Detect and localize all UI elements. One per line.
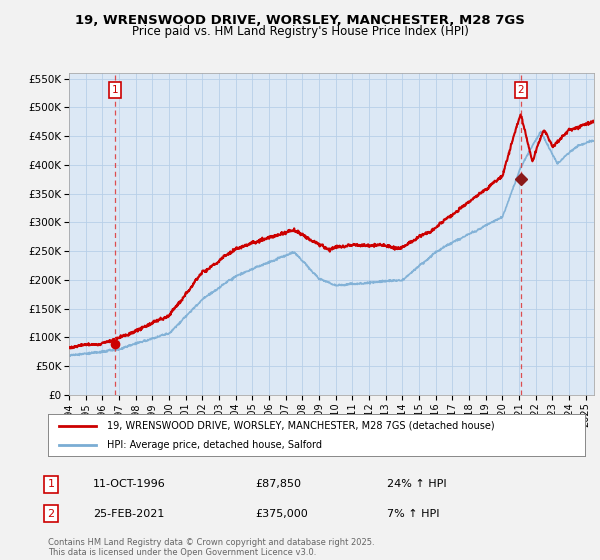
Text: Price paid vs. HM Land Registry's House Price Index (HPI): Price paid vs. HM Land Registry's House …	[131, 25, 469, 38]
Text: 1: 1	[112, 85, 119, 95]
Text: 24% ↑ HPI: 24% ↑ HPI	[387, 479, 446, 489]
Text: 2: 2	[518, 85, 524, 95]
Text: 2: 2	[47, 508, 55, 519]
Text: 1: 1	[47, 479, 55, 489]
Text: £375,000: £375,000	[255, 508, 308, 519]
Text: 7% ↑ HPI: 7% ↑ HPI	[387, 508, 439, 519]
Text: HPI: Average price, detached house, Salford: HPI: Average price, detached house, Salf…	[107, 440, 322, 450]
Text: Contains HM Land Registry data © Crown copyright and database right 2025.
This d: Contains HM Land Registry data © Crown c…	[48, 538, 374, 557]
Text: 11-OCT-1996: 11-OCT-1996	[93, 479, 166, 489]
Text: 19, WRENSWOOD DRIVE, WORSLEY, MANCHESTER, M28 7GS: 19, WRENSWOOD DRIVE, WORSLEY, MANCHESTER…	[75, 14, 525, 27]
Text: £87,850: £87,850	[255, 479, 301, 489]
Text: 19, WRENSWOOD DRIVE, WORSLEY, MANCHESTER, M28 7GS (detached house): 19, WRENSWOOD DRIVE, WORSLEY, MANCHESTER…	[107, 421, 494, 431]
Text: 25-FEB-2021: 25-FEB-2021	[93, 508, 164, 519]
